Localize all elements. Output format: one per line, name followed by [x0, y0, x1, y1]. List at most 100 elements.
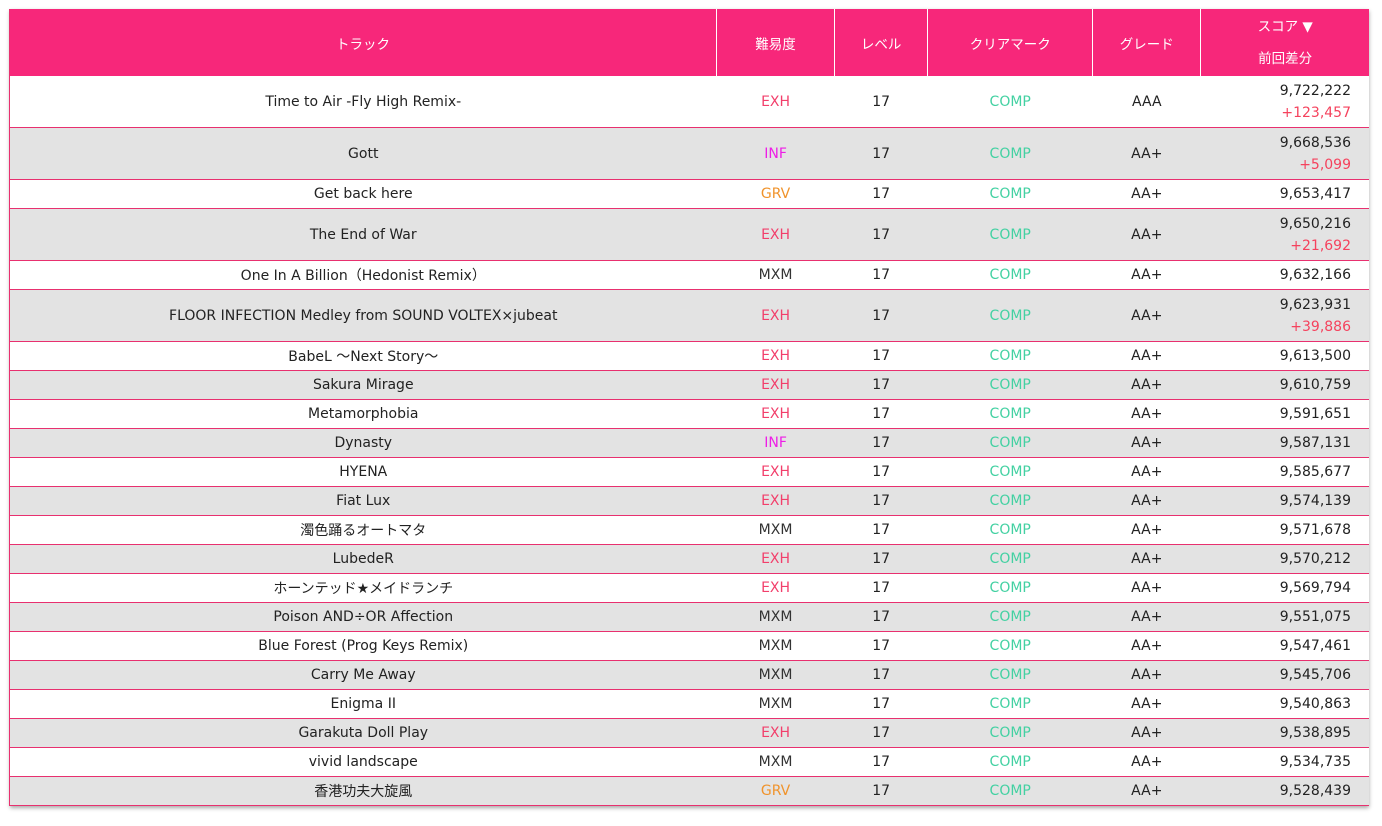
score-value: 9,668,536	[1279, 134, 1351, 151]
score-table: トラック 難易度 レベル クリアマーク グレード スコア ▼ 前回差分 Time…	[10, 9, 1369, 806]
table-row[interactable]: FLOOR INFECTION Medley from SOUND VOLTEX…	[10, 289, 1369, 342]
table-row[interactable]: 香港功夫大旋風 GRV 17 COMP AA+ 9,528,439	[10, 776, 1369, 806]
table-row[interactable]: 濁色踊るオートマタ MXM 17 COMP AA+ 9,571,678	[10, 515, 1369, 545]
difficulty-cell: EXH	[716, 457, 835, 487]
table-row[interactable]: Poison AND÷OR Affection MXM 17 COMP AA+ 9,551…	[10, 602, 1369, 632]
table-row[interactable]: Blue Forest (Prog Keys Remix) MXM 17 COMP AA…	[10, 631, 1369, 661]
clear-mark-cell: COMP	[927, 208, 1093, 261]
difficulty-cell: MXM	[716, 660, 835, 690]
score-cell: 9,653,417	[1200, 179, 1369, 209]
track-cell: Gott	[10, 127, 717, 180]
score-cell: 9,528,439	[1200, 776, 1369, 806]
grade-cell: AA+	[1092, 457, 1201, 487]
score-cell: 9,623,931 +39,886	[1200, 289, 1369, 342]
level-cell: 17	[834, 208, 928, 261]
track-cell: Metamorphobia	[10, 399, 717, 429]
track-cell: Poison AND÷OR Affection	[10, 602, 717, 632]
clear-mark-cell: COMP	[927, 776, 1093, 806]
difficulty-cell: MXM	[716, 515, 835, 545]
difficulty-cell: EXH	[716, 370, 835, 400]
track-cell: Get back here	[10, 179, 717, 209]
score-table-container: トラック 難易度 レベル クリアマーク グレード スコア ▼ 前回差分 Time…	[9, 9, 1369, 806]
level-cell: 17	[834, 573, 928, 603]
level-cell: 17	[834, 399, 928, 429]
score-value: 9,587,131	[1279, 435, 1351, 451]
clear-mark-cell: COMP	[927, 718, 1093, 748]
score-value: 9,570,212	[1279, 551, 1351, 567]
table-row[interactable]: BabeL ～Next Story～ EXH 17 COMP AA+ 9,613,500	[10, 341, 1369, 371]
column-header-track[interactable]: トラック	[10, 9, 718, 76]
score-value: 9,650,216	[1279, 215, 1351, 232]
track-cell: The End of War	[10, 208, 717, 261]
grade-cell: AAA	[1092, 76, 1201, 128]
level-cell: 17	[834, 341, 928, 371]
grade-cell: AA+	[1092, 179, 1201, 209]
score-value: 9,571,678	[1279, 522, 1351, 538]
table-row[interactable]: One In A Billion（Hedonist Remix） MXM 17 COM…	[10, 260, 1369, 290]
table-row[interactable]: Time to Air -Fly High Remix- EXH 17 COMP AAA…	[10, 76, 1369, 128]
score-cell: 9,569,794	[1200, 573, 1369, 603]
table-row[interactable]: Get back here GRV 17 COMP AA+ 9,653,417	[10, 179, 1369, 209]
level-cell: 17	[834, 179, 928, 209]
table-row[interactable]: Sakura Mirage EXH 17 COMP AA+ 9,610,759	[10, 370, 1369, 400]
grade-cell: AA+	[1092, 515, 1201, 545]
grade-cell: AA+	[1092, 776, 1201, 806]
column-header-clear-mark[interactable]: クリアマーク	[927, 9, 1094, 76]
score-cell: 9,547,461	[1200, 631, 1369, 661]
clear-mark-cell: COMP	[927, 260, 1093, 290]
score-cell: 9,585,677	[1200, 457, 1369, 487]
table-row[interactable]: The End of War EXH 17 COMP AA+ 9,650,216 +21,6…	[10, 208, 1369, 261]
difficulty-cell: EXH	[716, 573, 835, 603]
table-row[interactable]: LubedeR EXH 17 COMP AA+ 9,570,212	[10, 544, 1369, 574]
grade-cell: AA+	[1092, 370, 1201, 400]
table-row[interactable]: Enigma II MXM 17 COMP AA+ 9,540,863	[10, 689, 1369, 719]
table-row[interactable]: Dynasty INF 17 COMP AA+ 9,587,131	[10, 428, 1369, 458]
grade-cell: AA+	[1092, 127, 1201, 180]
score-sort-label[interactable]: スコア ▼	[1257, 18, 1313, 35]
grade-cell: AA+	[1092, 602, 1201, 632]
column-header-score[interactable]: スコア ▼ 前回差分	[1200, 9, 1369, 76]
column-header-level[interactable]: レベル	[834, 9, 929, 76]
clear-mark-cell: COMP	[927, 660, 1093, 690]
score-cell: 9,668,536 +5,099	[1200, 127, 1369, 180]
table-row[interactable]: HYENA EXH 17 COMP AA+ 9,585,677	[10, 457, 1369, 487]
grade-cell: AA+	[1092, 660, 1201, 690]
track-cell: Carry Me Away	[10, 660, 717, 690]
score-cell: 9,613,500	[1200, 341, 1369, 371]
difficulty-cell: INF	[716, 127, 835, 180]
score-diff-value: +123,457	[1281, 104, 1351, 121]
score-value: 9,545,706	[1279, 667, 1351, 683]
table-row[interactable]: ホーンテッド★メイドランチ EXH 17 COMP AA+ 9,569,794	[10, 573, 1369, 603]
difficulty-cell: EXH	[716, 208, 835, 261]
table-row[interactable]: Metamorphobia EXH 17 COMP AA+ 9,591,651	[10, 399, 1369, 429]
track-cell: Enigma II	[10, 689, 717, 719]
difficulty-cell: MXM	[716, 747, 835, 777]
grade-cell: AA+	[1092, 289, 1201, 342]
table-row[interactable]: Gott INF 17 COMP AA+ 9,668,536 +5,099	[10, 127, 1369, 180]
score-value: 9,610,759	[1279, 377, 1351, 393]
level-cell: 17	[834, 486, 928, 516]
column-header-grade[interactable]: グレード	[1092, 9, 1202, 76]
level-cell: 17	[834, 544, 928, 574]
score-value: 9,534,735	[1279, 754, 1351, 770]
grade-cell: AA+	[1092, 260, 1201, 290]
clear-mark-cell: COMP	[927, 747, 1093, 777]
score-cell: 9,574,139	[1200, 486, 1369, 516]
score-value: 9,591,651	[1279, 406, 1351, 422]
column-header-difficulty[interactable]: 難易度	[716, 9, 836, 76]
score-value: 9,569,794	[1279, 580, 1351, 596]
table-row[interactable]: vivid landscape MXM 17 COMP AA+ 9,534,735	[10, 747, 1369, 777]
score-diff-value: +39,886	[1290, 318, 1351, 335]
table-row[interactable]: Fiat Lux EXH 17 COMP AA+ 9,574,139	[10, 486, 1369, 516]
track-cell: BabeL ～Next Story～	[10, 341, 717, 371]
difficulty-cell: EXH	[716, 718, 835, 748]
score-diff-label: 前回差分	[1258, 50, 1313, 67]
score-value: 9,574,139	[1279, 493, 1351, 509]
track-cell: 濁色踊るオートマタ	[10, 515, 717, 545]
table-row[interactable]: Carry Me Away MXM 17 COMP AA+ 9,545,706	[10, 660, 1369, 690]
clear-mark-cell: COMP	[927, 399, 1093, 429]
score-cell: 9,610,759	[1200, 370, 1369, 400]
track-cell: Sakura Mirage	[10, 370, 717, 400]
table-row[interactable]: Garakuta Doll Play EXH 17 COMP AA+ 9,538,895	[10, 718, 1369, 748]
grade-cell: AA+	[1092, 689, 1201, 719]
